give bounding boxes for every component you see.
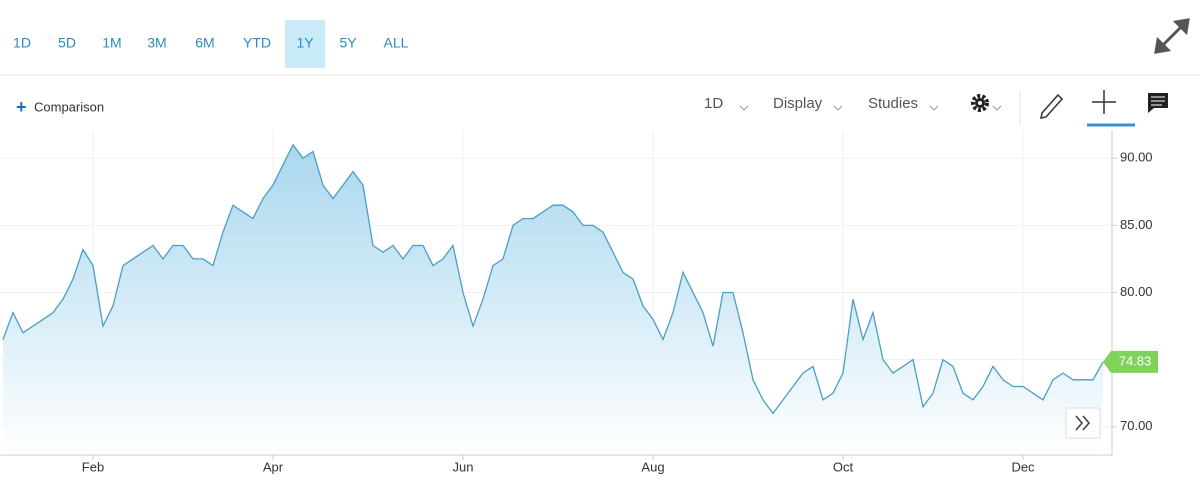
chevron bbox=[739, 105, 749, 111]
comment-icon[interactable] bbox=[1148, 93, 1168, 113]
x-tick-label: Jun bbox=[453, 459, 474, 474]
expand-icon[interactable] bbox=[1154, 18, 1190, 54]
y-tick-label: 80.00 bbox=[1120, 284, 1153, 299]
price-line bbox=[2, 143, 1104, 415]
y-tick-label: 70.00 bbox=[1120, 418, 1153, 433]
chevrons bbox=[1075, 415, 1091, 431]
x-tick-label: Feb bbox=[82, 459, 104, 474]
last-price-tag bbox=[1103, 350, 1158, 373]
range-button[interactable]: 3M bbox=[147, 35, 166, 51]
x-tick-label: Apr bbox=[263, 459, 284, 474]
active-range-bg bbox=[285, 20, 325, 68]
range-button[interactable]: 1Y bbox=[296, 35, 314, 51]
crosshair-icon[interactable] bbox=[1092, 90, 1116, 114]
price-area bbox=[3, 144, 1103, 456]
interval-button[interactable]: 1D bbox=[704, 95, 723, 112]
x-tick-label: Dec bbox=[1011, 459, 1035, 474]
chevron bbox=[929, 105, 939, 111]
chevron bbox=[833, 105, 843, 111]
comparison-button[interactable]: Comparison bbox=[34, 99, 104, 114]
studies-button[interactable]: Studies bbox=[868, 95, 918, 112]
x-tick-label: Oct bbox=[833, 459, 854, 474]
y-tick-label: 85.00 bbox=[1120, 217, 1153, 232]
range-button[interactable]: 1M bbox=[102, 35, 121, 51]
range-button[interactable]: 5D bbox=[58, 35, 76, 51]
range-button[interactable]: 6M bbox=[195, 35, 214, 51]
range-button[interactable]: 1D bbox=[13, 35, 31, 51]
y-tick-label: 90.00 bbox=[1120, 150, 1153, 165]
range-button[interactable]: ALL bbox=[384, 35, 409, 51]
x-tick-label: Aug bbox=[641, 459, 664, 474]
display-button[interactable]: Display bbox=[773, 95, 823, 112]
draw-icon[interactable] bbox=[1040, 93, 1064, 119]
last-price-label: 74.83 bbox=[1119, 353, 1152, 368]
scroll-right-button[interactable] bbox=[1065, 407, 1101, 439]
range-button[interactable]: YTD bbox=[243, 35, 271, 51]
settings-icon[interactable] bbox=[971, 94, 1002, 112]
range-button[interactable]: 5Y bbox=[339, 35, 357, 51]
plus-icon[interactable]: + bbox=[16, 97, 27, 117]
